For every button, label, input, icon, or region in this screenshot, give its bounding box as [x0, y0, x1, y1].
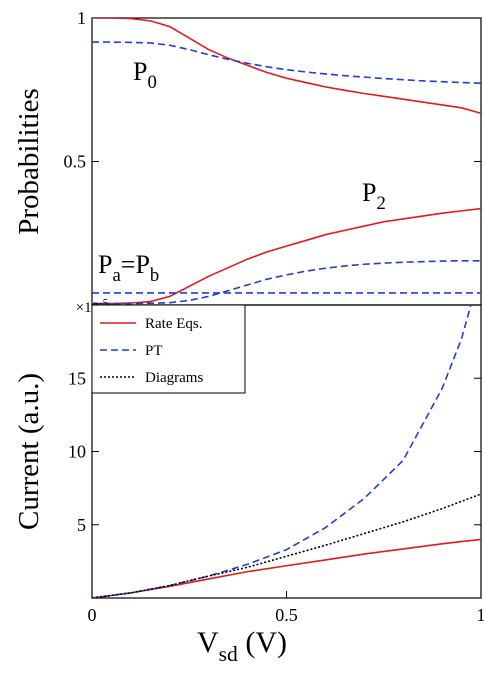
y-axis-label: Probabilities: [13, 88, 45, 235]
subscript: 2: [376, 193, 385, 214]
legend-box: [91, 304, 246, 394]
y-tick-label: 5: [77, 515, 86, 535]
x-tick-label: 1: [477, 605, 484, 625]
subscript: a: [112, 265, 121, 286]
y-tick-label: 10: [68, 442, 86, 462]
text-part: =P: [121, 250, 150, 279]
superscript: -5: [99, 297, 109, 309]
annotation: Pa=Pb: [98, 250, 159, 286]
text-part: P: [362, 178, 376, 207]
legend-label: PT: [145, 343, 163, 359]
y-tick-label: 1: [77, 8, 86, 28]
series-group: [92, 18, 481, 305]
legend-label: Diagrams: [145, 370, 203, 386]
subscript: 0: [147, 72, 156, 93]
data-line: [92, 18, 481, 115]
y-tick-label: 15: [68, 368, 86, 388]
legend-label: Rate Eqs.: [145, 316, 203, 332]
annotation: P0: [133, 57, 157, 93]
annotation: P2: [362, 178, 386, 214]
subscript: b: [150, 265, 159, 286]
data-line: [92, 207, 481, 305]
subscript: sd: [219, 642, 238, 666]
text-part: P: [133, 57, 147, 86]
x-axis-label: Vsd (V): [197, 626, 287, 666]
text-part: P: [98, 250, 112, 279]
x-tick-label: 0: [88, 605, 97, 625]
data-line: [92, 260, 481, 305]
data-line: [92, 493, 481, 598]
y-tick-label: 0.5: [64, 152, 87, 172]
text-part: V: [197, 626, 219, 659]
text-part: (V): [238, 626, 287, 659]
y-axis-label: Current (a.u.): [13, 373, 45, 530]
x-tick-label: 0.5: [275, 605, 298, 625]
series-group: [92, 305, 481, 598]
